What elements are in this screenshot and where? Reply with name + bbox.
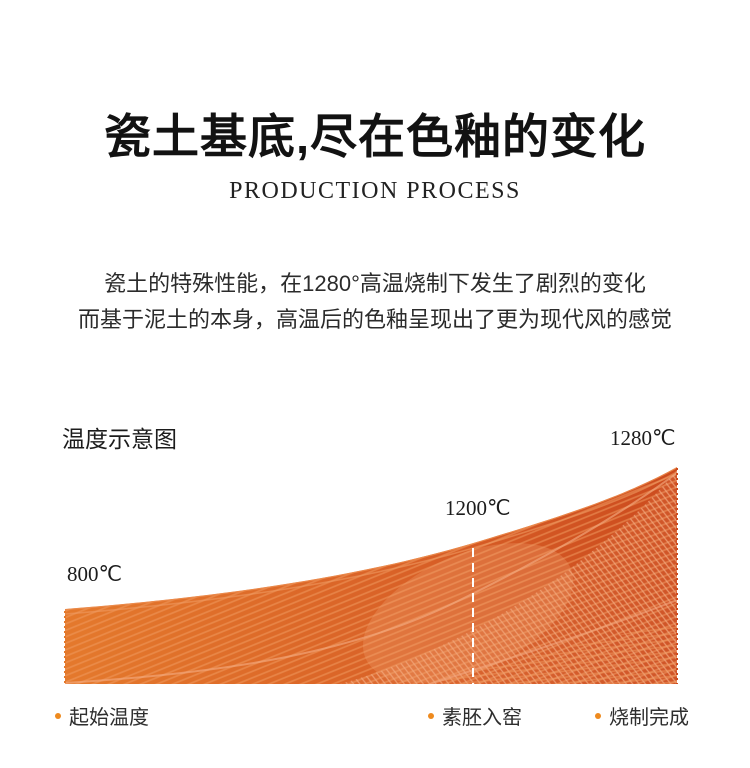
light-fold-highlight [362,543,574,683]
legend-bullet-icon [428,712,434,719]
intro-line-2: 而基于泥土的本身，高温后的色釉呈现出了更为现代风的感觉 [77,307,672,332]
intro-paragraph: 瓷土的特殊性能，在1280°高温烧制下发生了剧烈的变化 而基于泥土的本身，高温后… [0,266,750,338]
page-title: 瓷土基底,尽在色釉的变化 [103,110,647,163]
temp-label-1280: 1280℃ [610,426,676,450]
temperature-chart-title: 温度示意图 [62,427,177,452]
fold-caustic-line [65,472,677,684]
intro-line-1: 瓷土的特殊性能，在1280°高温烧制下发生了剧烈的变化 [104,271,646,296]
legend-label-start: 起始温度 [69,707,149,729]
wave-body [65,467,677,684]
legend-item-complete: 烧制完成 [595,701,689,730]
legend-item-start: 起始温度 [55,701,149,730]
legend-label-kiln: 素胚入窑 [442,707,522,729]
legend-bullet-icon [595,712,601,719]
temp-label-800: 800℃ [67,562,123,586]
legend-bullet-icon [55,712,61,719]
legend-label-complete: 烧制完成 [609,707,689,729]
legend-item-kiln: 素胚入窑 [428,701,522,730]
temp-label-1200: 1200℃ [445,496,511,520]
page-subtitle: PRODUCTION PROCESS [229,178,521,204]
